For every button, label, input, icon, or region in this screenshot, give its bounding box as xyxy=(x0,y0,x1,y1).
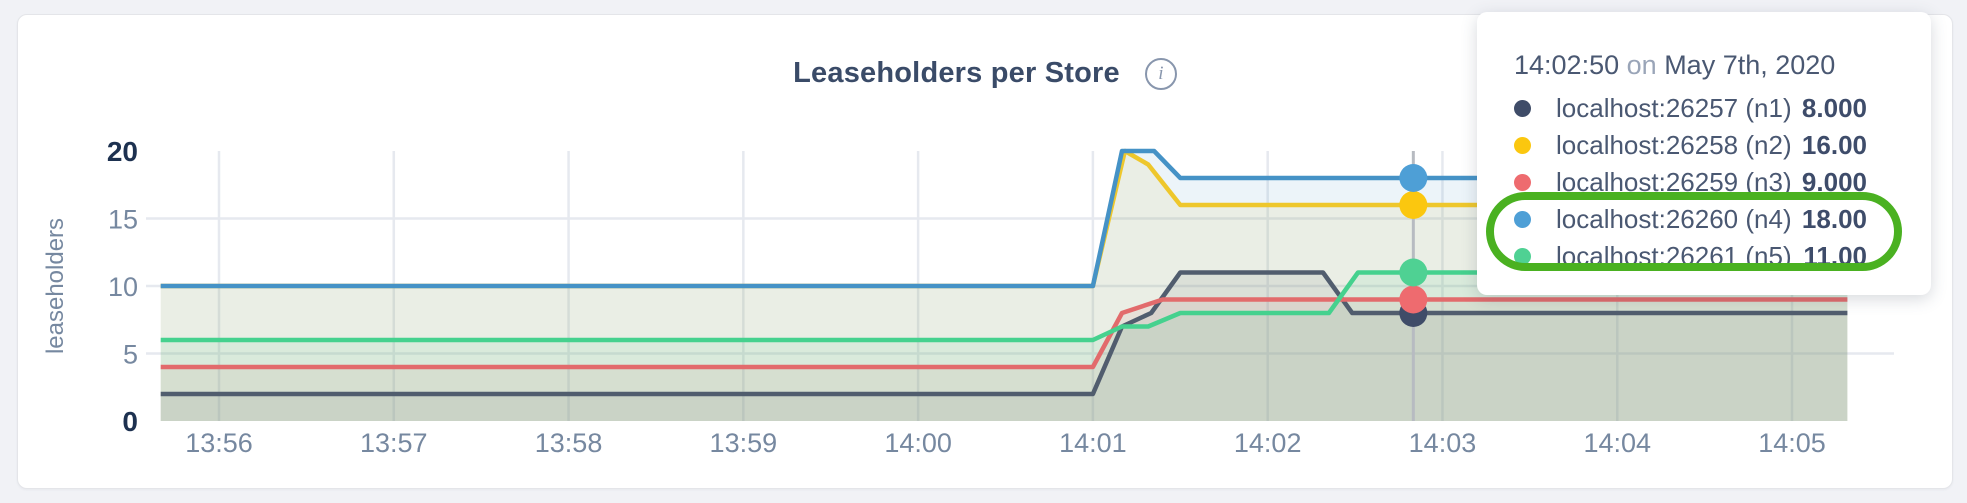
hover-dot xyxy=(1399,191,1428,219)
series-line xyxy=(160,148,1848,289)
tooltip-timestamp: 14:02:50 on May 7th, 2020 xyxy=(1514,48,1867,82)
series-value: 16.00 xyxy=(1801,130,1867,160)
tooltip-series-row: localhost:26258 (n2) 16.00 xyxy=(1514,127,1867,164)
tooltip-content: 14:02:50 on May 7th, 2020 localhost:2625… xyxy=(1514,48,1867,275)
x-axis-ticks: 13:56 13:57 13:58 13:59 14:00 14:01 14:02 14:03… xyxy=(185,428,1826,458)
tooltip-series-row: localhost:26257 (n1) 8.000 xyxy=(1514,90,1867,127)
x-tick-label: 14:00 xyxy=(884,428,952,458)
leaseholders-chart[interactable]: 0 5 10 15 20 13:56 13:57 13:58 13:59 14:00 14:01 14… xyxy=(18,15,1952,488)
tooltip-series-row: localhost:26259 (n3) 9.000 xyxy=(1514,164,1867,201)
y-tick-label: 5 xyxy=(123,340,138,370)
tooltip-time: 14:02:50 xyxy=(1514,50,1620,80)
tooltip-date: May 7th, 2020 xyxy=(1664,50,1836,80)
y-axis-ticks: 0 5 10 15 20 xyxy=(107,136,138,437)
hover-tooltip: 14:02:50 on May 7th, 2020 localhost:2625… xyxy=(1477,12,1931,295)
series-value: 18.00 xyxy=(1801,204,1867,234)
series-value: 11.00 xyxy=(1803,241,1867,271)
series-label: localhost:26257 (n1) xyxy=(1556,93,1792,123)
tooltip-rows: localhost:26257 (n1) 8.000 localhost:26258… xyxy=(1514,90,1867,275)
x-tick-label: 13:57 xyxy=(360,428,428,458)
info-icon-glyph: i xyxy=(1158,62,1164,84)
tooltip-series-row: localhost:26260 (n4) 18.00 xyxy=(1514,201,1867,238)
tooltip-series-row: localhost:26261 (n5) 11.00 xyxy=(1514,238,1867,275)
hover-dots xyxy=(1399,164,1428,327)
series-label: localhost:26260 (n4) xyxy=(1556,204,1792,234)
y-tick-label: 0 xyxy=(122,406,138,437)
x-tick-label: 14:03 xyxy=(1409,428,1477,458)
x-tick-label: 13:59 xyxy=(710,428,778,458)
x-tick-label: 13:56 xyxy=(185,428,253,458)
series-line xyxy=(160,297,1848,370)
series-label: localhost:26259 (n3) xyxy=(1556,167,1792,197)
chart-title-row: Leaseholders per Store i xyxy=(18,57,1952,90)
series-label: localhost:26258 (n2) xyxy=(1556,130,1792,160)
series-label: localhost:26261 (n5) xyxy=(1556,241,1792,271)
x-tick-label: 14:01 xyxy=(1059,428,1127,458)
series-dot-icon xyxy=(1514,100,1531,117)
series-area xyxy=(160,272,1848,421)
y-axis-title: leaseholders xyxy=(42,218,69,354)
y-tick-label: 20 xyxy=(107,136,138,167)
series-area xyxy=(160,299,1848,421)
y-tick-label: 15 xyxy=(108,205,138,235)
series-value: 8.000 xyxy=(1801,93,1867,123)
hover-dot xyxy=(1399,285,1428,314)
hover-dot xyxy=(1399,164,1428,192)
series-value: 9.000 xyxy=(1801,167,1867,197)
series-line xyxy=(160,270,1848,397)
series-line xyxy=(160,270,1848,343)
series-dot-icon xyxy=(1514,211,1531,228)
x-tick-label: 13:58 xyxy=(535,428,603,458)
tooltip-on-word: on xyxy=(1626,50,1657,80)
info-icon[interactable]: i xyxy=(1144,57,1177,90)
y-tick-label: 10 xyxy=(108,272,138,302)
series-dot-icon xyxy=(1514,174,1531,191)
series-lines xyxy=(160,148,1848,397)
series-dot-icon xyxy=(1514,137,1531,154)
series-dot-icon xyxy=(1514,248,1531,265)
hover-dot xyxy=(1399,258,1428,287)
chart-title: Leaseholders per Store xyxy=(793,57,1120,89)
x-tick-label: 14:04 xyxy=(1583,428,1651,458)
x-tick-label: 14:02 xyxy=(1234,428,1302,458)
x-tick-label: 14:05 xyxy=(1758,428,1826,458)
